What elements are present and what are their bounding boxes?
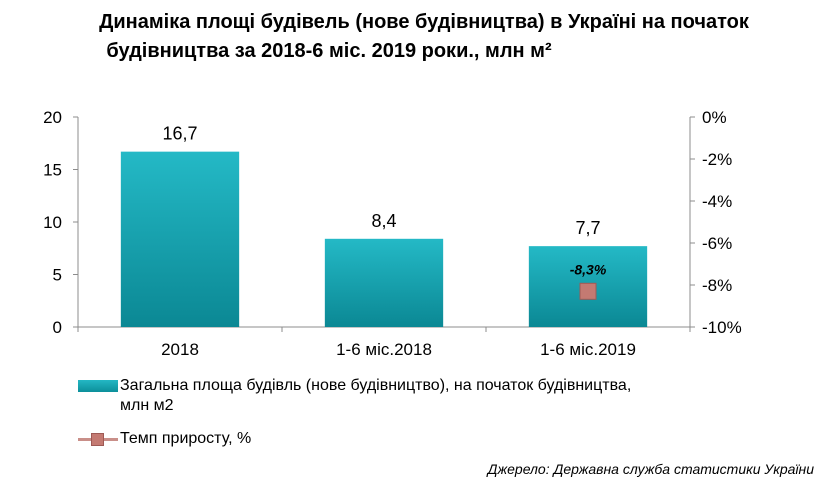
bar [324, 238, 444, 327]
legend-line-swatch [78, 429, 118, 449]
bar-value-label: 8,4 [371, 211, 396, 231]
chart-title: Динаміка площі будівель (нове будівництв… [0, 8, 828, 66]
y-left-tick-label: 0 [53, 318, 62, 337]
legend-item-line-series: Темп приросту, % [78, 429, 251, 449]
y-right-tick-label: -6% [702, 234, 732, 253]
chart-plot: 0 5 10 15 20 0% -2% -4% -6% -8% -10% 2018 1-6 міс.20… [43, 108, 742, 359]
y-left-tick-label: 20 [43, 108, 62, 127]
legend-item-bar-series: Загальна площа будівль (нове будівництво… [78, 376, 631, 416]
x-tick-label: 2018 [161, 340, 199, 359]
bar-value-label: 7,7 [575, 218, 600, 238]
y-right-tick-label: 0% [702, 108, 727, 127]
source-note: Джерело: Державна служба статистики Укра… [487, 461, 814, 477]
chart-title-line-2: будівництва за 2018-6 міс. 2019 роки., м… [106, 40, 552, 62]
legend-line-label: Темп приросту, % [120, 430, 252, 447]
y-left-tick-label: 15 [43, 161, 62, 180]
growth-rate-label: -8,3% [570, 261, 607, 277]
y-right-tick-label: -8% [702, 276, 732, 295]
chart-title-line-1: Динаміка площі будівель (нове будівництв… [99, 11, 749, 33]
y-left-tick-label: 5 [53, 266, 62, 285]
y-right-tick-label: -10% [702, 318, 742, 337]
growth-rate-marker [579, 282, 597, 300]
legend-bar-label-line-1: Загальна площа будівль (нове будівництво… [120, 377, 632, 394]
y-right-tick-label: -2% [702, 150, 732, 169]
bar-value-label: 16,7 [162, 124, 197, 144]
bar [120, 151, 240, 327]
x-tick-label: 1-6 міс.2019 [540, 340, 636, 359]
x-tick-label: 1-6 міс.2018 [336, 340, 432, 359]
y-left-tick-label: 10 [43, 213, 62, 232]
legend-bar-label-line-2: млн м2 [120, 397, 174, 414]
legend-bar-swatch [78, 380, 118, 392]
y-right-tick-label: -4% [702, 192, 732, 211]
